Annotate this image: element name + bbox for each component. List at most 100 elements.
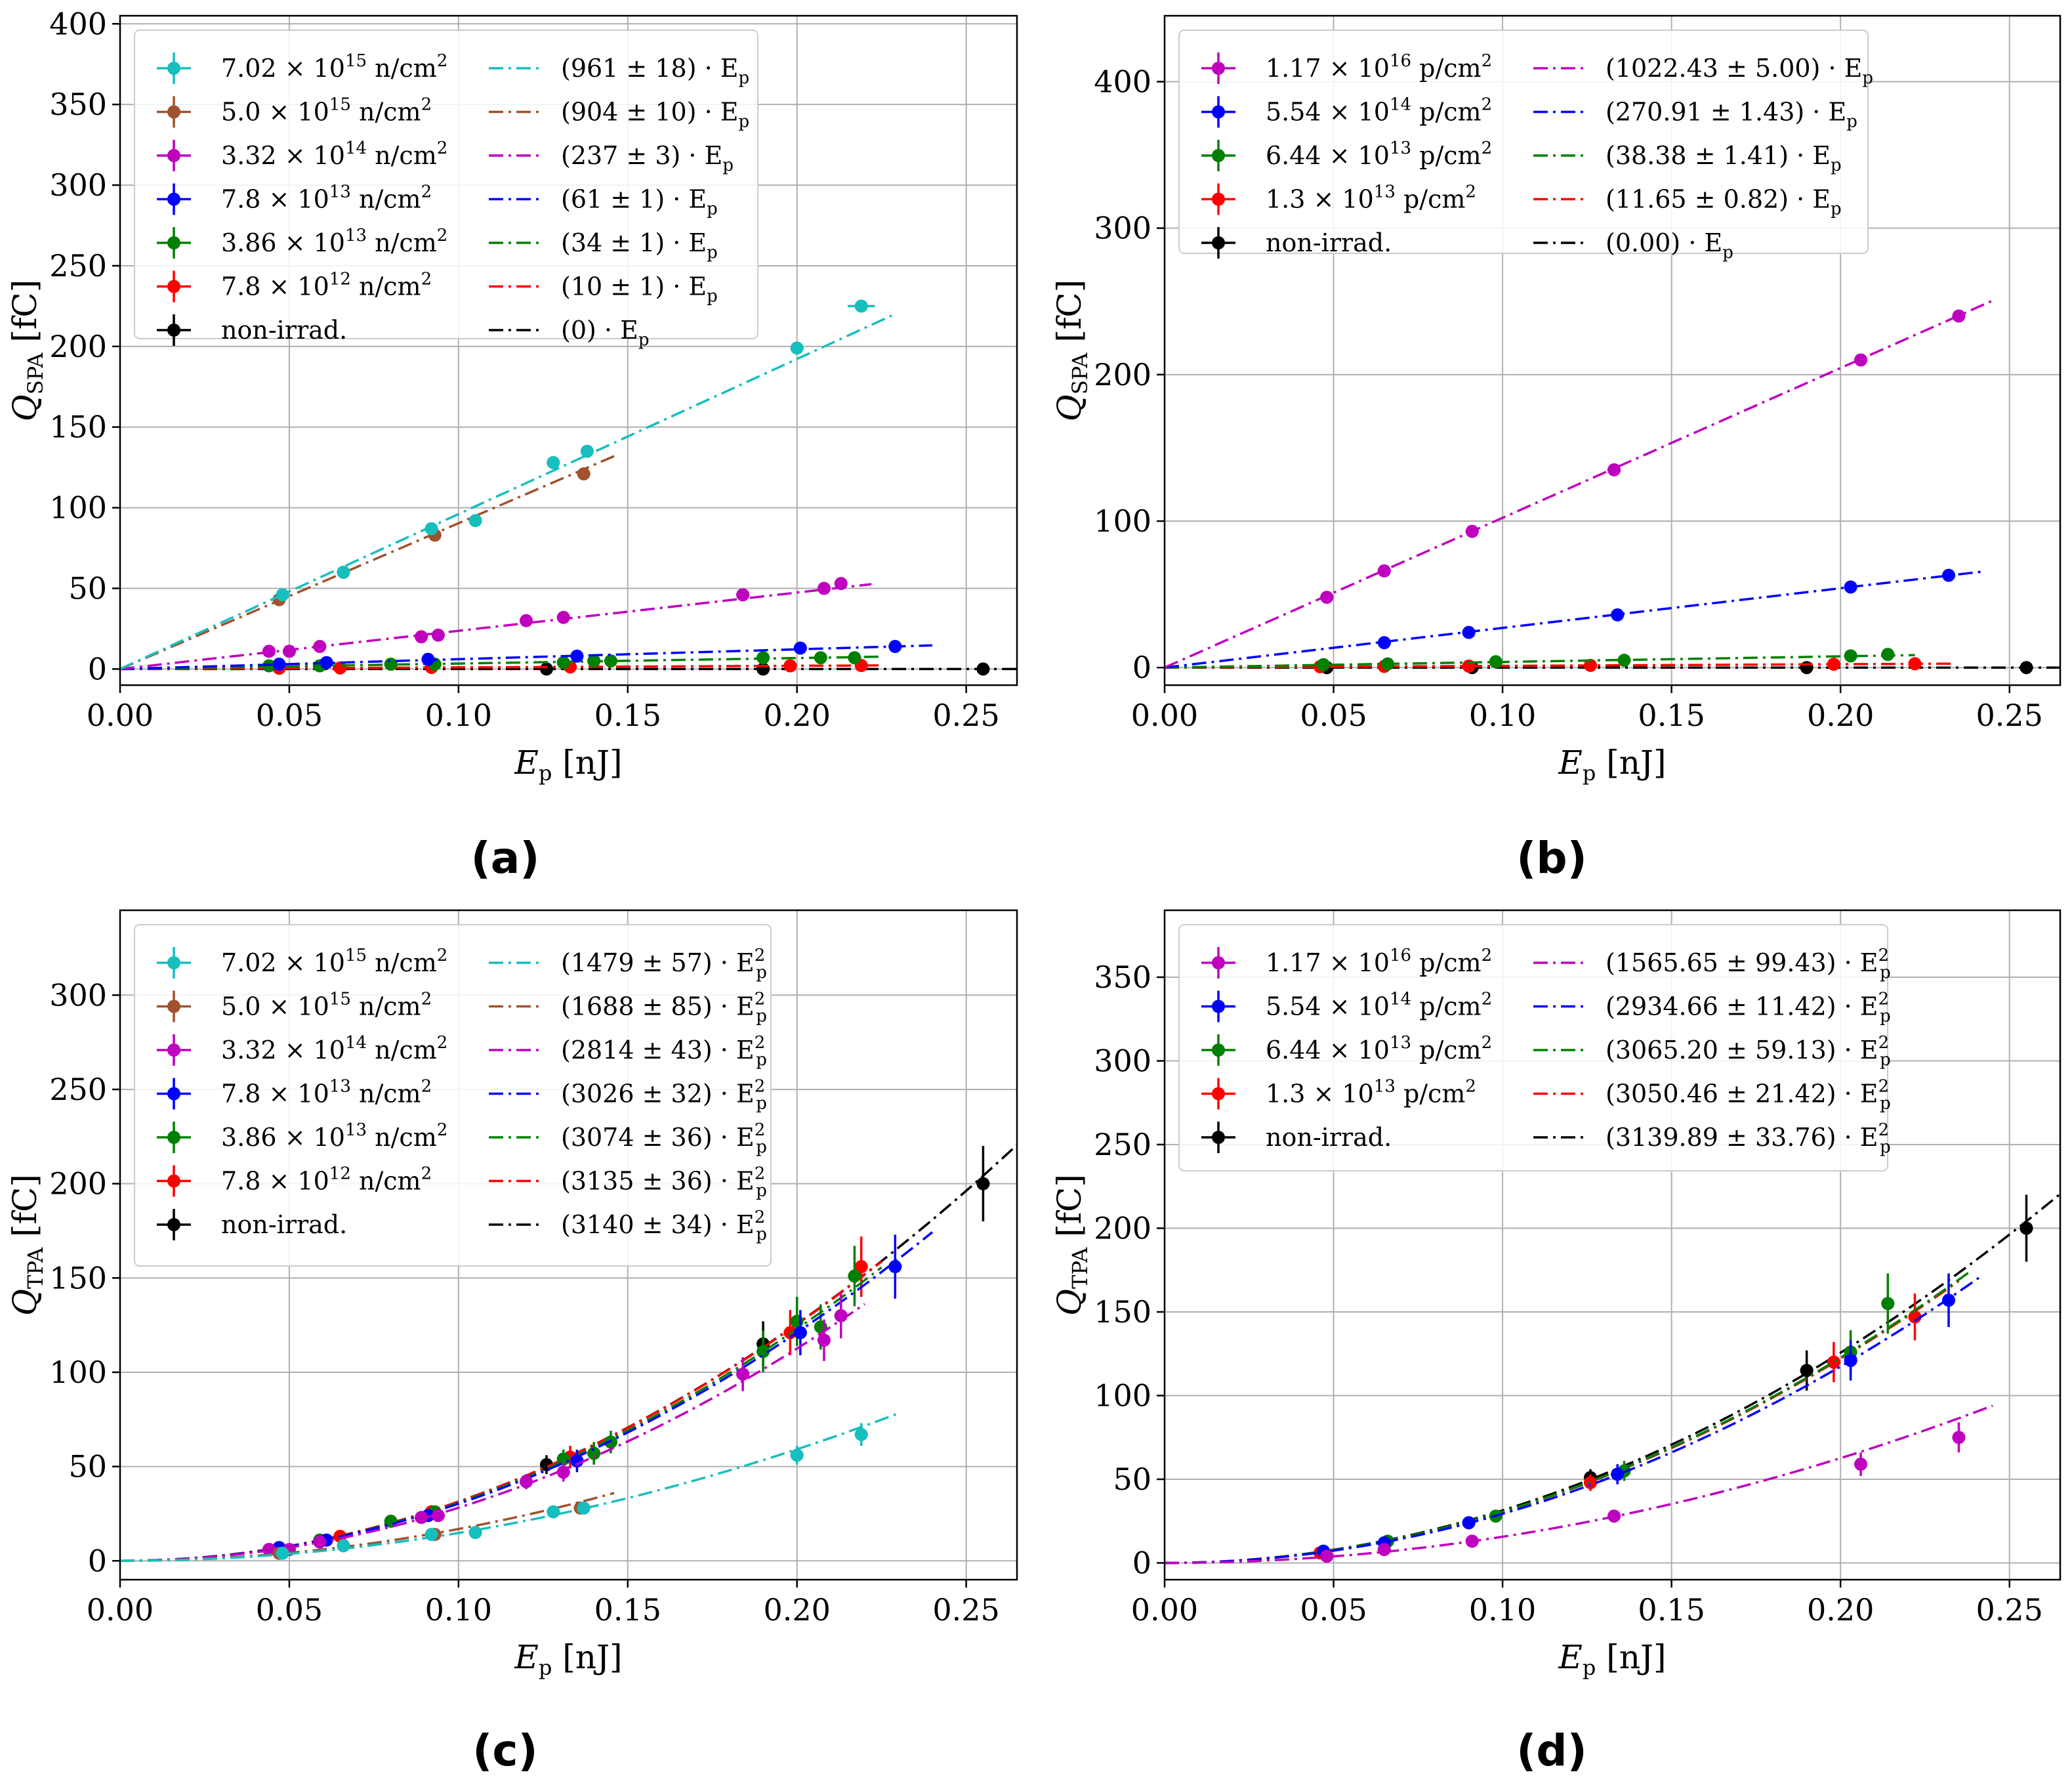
data-point — [1489, 655, 1502, 669]
series-brown — [120, 455, 615, 671]
legend-label-pre: 3.86 × 10 — [221, 1123, 345, 1152]
y-axis-label-unit: [fC] — [6, 280, 44, 353]
legend-box — [134, 924, 772, 1267]
data-point — [1462, 1516, 1476, 1530]
legend-fit-sup: 2 — [755, 1033, 766, 1053]
data-point — [282, 644, 296, 658]
legend-label-pre: non-irrad. — [221, 316, 347, 345]
data-point — [2020, 661, 2033, 675]
legend-label-uexp: 2 — [421, 182, 432, 202]
legend-label-exp: 13 — [345, 226, 367, 245]
data-point — [337, 565, 350, 579]
legend-label-exp: 14 — [345, 1033, 367, 1053]
legend-label: 3.32 × 1014 n/cm2 — [221, 1033, 447, 1064]
data-point — [556, 656, 570, 669]
data-point — [834, 577, 848, 591]
legend-marker — [167, 1174, 180, 1188]
legend-label-pre: 7.8 × 10 — [221, 185, 329, 214]
legend-marker — [167, 956, 180, 969]
y-axis-label: QSPA [fC] — [6, 280, 48, 421]
x-axis-label: Ep [nJ] — [514, 744, 622, 786]
legend-marker — [167, 1218, 180, 1231]
y-tick-label: 250 — [1094, 1127, 1151, 1162]
legend-fit-sub: p — [756, 1094, 767, 1114]
x-tick-label: 0.20 — [763, 698, 830, 733]
data-point — [783, 659, 797, 673]
x-axis-label-main: E — [1558, 1638, 1583, 1676]
x-axis-label: Ep [nJ] — [1558, 744, 1666, 786]
data-point — [1320, 591, 1334, 604]
legend-label-pre: non-irrad. — [1266, 1123, 1392, 1152]
legend-label-pre: 3.86 × 10 — [221, 228, 345, 257]
legend-marker — [167, 1043, 180, 1057]
legend-label: 5.0 × 1015 n/cm2 — [221, 990, 432, 1021]
legend-label-unit: p/cm — [1411, 948, 1481, 977]
data-point — [1942, 568, 1956, 582]
y-axis-label-unit: [fC] — [6, 1174, 44, 1248]
legend-label-exp: 16 — [1390, 946, 1411, 965]
data-point — [888, 1260, 902, 1274]
data-point — [756, 1345, 770, 1359]
fit-line — [120, 455, 615, 671]
legend-fit-sup: 2 — [755, 990, 766, 1009]
data-point — [539, 662, 553, 676]
x-tick-label: 0.10 — [425, 698, 492, 733]
data-point — [848, 651, 861, 665]
legend-label: 1.17 × 1016 p/cm2 — [1266, 946, 1492, 977]
data-point — [1952, 309, 1966, 323]
legend-fit-sub: p — [756, 1225, 767, 1244]
fit-line — [1165, 299, 1993, 669]
series-cyan — [120, 1412, 900, 1563]
y-tick-label: 150 — [49, 410, 107, 445]
x-tick-label: 0.05 — [1300, 1592, 1367, 1628]
legend-label-exp: 15 — [329, 95, 351, 115]
data-point — [580, 444, 594, 458]
data-point — [1617, 654, 1631, 667]
legend-label: 7.8 × 1012 n/cm2 — [221, 1164, 432, 1196]
legend-label-pre: 1.17 × 10 — [1266, 948, 1390, 977]
data-point — [1465, 524, 1479, 538]
plot-area — [1165, 1192, 2060, 1565]
legend-fit-pre: (1565.65 ± 99.43) · E — [1606, 948, 1878, 977]
legend-label: 5.54 × 1014 p/cm2 — [1266, 990, 1492, 1021]
fit-line — [120, 1303, 865, 1563]
legend-label: 3.32 × 1014 n/cm2 — [221, 138, 447, 170]
legend-marker — [167, 62, 180, 75]
fit-line — [1165, 1404, 1993, 1565]
y-tick-label: 150 — [49, 1260, 107, 1296]
x-tick-label: 0.00 — [87, 1592, 154, 1628]
legend-marker — [167, 1087, 180, 1101]
data-point — [1377, 564, 1391, 578]
legend-fit-sub: p — [756, 1007, 767, 1026]
fit-line — [120, 1260, 882, 1563]
data-point — [520, 1475, 533, 1488]
panel-b: 0.00 0.05 0.10 0.15 0.20 0.25 0 100 200 300 400 Ep … — [1050, 14, 2062, 786]
legend-fit-pre: (270.91 ± 1.43) · E — [1606, 98, 1846, 127]
legend-label: 7.8 × 1012 n/cm2 — [221, 270, 432, 301]
x-axis-label-sub: p — [539, 1655, 552, 1680]
fit-line — [120, 314, 892, 670]
data-point — [1844, 1353, 1857, 1367]
legend-fit-label: (3065.20 ± 59.13) · E2 p — [1606, 1033, 1891, 1070]
legend-marker — [1212, 1087, 1225, 1101]
legend-label-pre: 3.32 × 10 — [221, 141, 345, 170]
series-red — [120, 1236, 882, 1563]
data-point — [736, 1367, 750, 1381]
legend-fit-pre: (38.38 ± 1.41) · E — [1606, 141, 1831, 170]
legend-box — [134, 30, 758, 339]
data-point — [1611, 608, 1625, 622]
y-tick-label: 0 — [1132, 1546, 1151, 1581]
legend-label-exp: 13 — [1390, 1033, 1411, 1053]
data-point — [1800, 1364, 1813, 1378]
legend-label-uexp: 2 — [437, 1120, 448, 1140]
legend-label-pre: 5.0 × 10 — [221, 992, 329, 1021]
legend-marker — [1212, 105, 1225, 119]
legend-label: non-irrad. — [1266, 1123, 1392, 1152]
legend-label-unit: n/cm — [351, 1080, 421, 1108]
series-blue — [1165, 1273, 1983, 1565]
y-tick-label: 400 — [1094, 64, 1151, 99]
legend-fit-sub: p — [1880, 963, 1891, 982]
legend-label-exp: 12 — [329, 270, 351, 289]
legend-fit-sub: p — [756, 963, 767, 982]
